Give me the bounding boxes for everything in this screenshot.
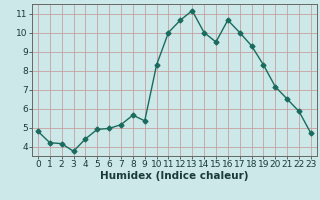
X-axis label: Humidex (Indice chaleur): Humidex (Indice chaleur) [100,171,249,181]
